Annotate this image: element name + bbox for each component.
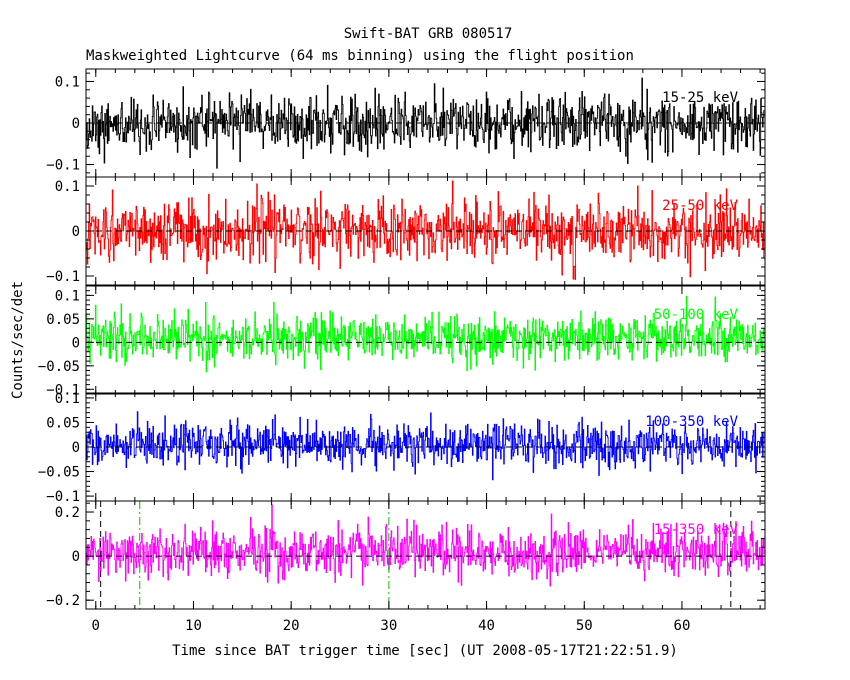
band-label: 25-50 keV — [662, 198, 738, 214]
x-axis-label: Time since BAT trigger time [sec] (UT 20… — [172, 643, 678, 659]
y-tick-label: −0.05 — [38, 359, 80, 375]
x-tick-label: 40 — [478, 618, 495, 634]
y-tick-label: 0.1 — [55, 74, 80, 90]
y-tick-label: 0 — [72, 549, 80, 565]
panel-50-100-kev: 50-100 keV −0.1 −0.05 0 0.05 0.1 — [38, 285, 766, 398]
y-tick-label: 0.1 — [55, 179, 80, 195]
panel-frame — [85, 285, 766, 395]
y-tick-label: −0.1 — [46, 269, 80, 285]
panel-100-350-kev: 100-350 keV −0.1 −0.05 0 0.05 0.1 — [38, 391, 766, 505]
y-tick-label: 0.05 — [46, 312, 80, 328]
x-tick-label: 50 — [576, 618, 593, 634]
y-tick-label: 0 — [72, 224, 80, 240]
lightcurve-50-100-kev — [86, 295, 765, 373]
lightcurve-25-50-kev — [86, 180, 765, 280]
lightcurve-15-350-kev — [86, 504, 765, 587]
panel-15-25-kev: 15-25 keV −0.1 0 0.1 — [46, 68, 766, 178]
panels-layer: 15-25 keV−0.100.125-50 keV−0.100.150-100… — [38, 68, 766, 634]
y-tick-label: −0.2 — [46, 593, 80, 609]
lightcurve-100-350-kev — [86, 411, 765, 481]
panel-frame — [85, 500, 766, 610]
y-axis-label: Counts/sec/det — [10, 281, 26, 399]
y-tick-label: 0.05 — [46, 415, 80, 431]
band-label: 15-350 keV — [654, 522, 739, 538]
chart-title: Swift-BAT GRB 080517 — [344, 26, 513, 42]
band-label: 50-100 keV — [654, 307, 739, 323]
panel-25-50-kev: 25-50 keV −0.1 0 0.1 — [46, 176, 766, 286]
panel-15-350-kev: 15-350 keV −0.2 0 0.2 — [46, 500, 766, 610]
x-tick-label: 20 — [283, 618, 300, 634]
y-tick-label: −0.1 — [46, 489, 80, 505]
band-label: 15-25 keV — [662, 90, 738, 106]
x-tick-label: 10 — [185, 618, 202, 634]
y-tick-label: −0.1 — [46, 158, 80, 174]
x-tick-label: 60 — [674, 618, 691, 634]
y-tick-label: 0.1 — [55, 288, 80, 304]
y-tick-label: −0.05 — [38, 465, 80, 481]
y-tick-label: 0.2 — [55, 505, 80, 521]
y-tick-label: 0 — [72, 335, 80, 351]
y-tick-label: −0.1 — [46, 382, 80, 398]
y-tick-label: 0.1 — [55, 391, 80, 407]
band-label: 100-350 keV — [645, 414, 738, 430]
y-tick-label: 0 — [72, 116, 80, 132]
chart-subtitle: Maskweighted Lightcurve (64 ms binning) … — [86, 48, 634, 64]
x-tick-label: 30 — [380, 618, 397, 634]
x-tick-label: 0 — [92, 618, 100, 634]
y-tick-label: 0 — [72, 440, 80, 456]
